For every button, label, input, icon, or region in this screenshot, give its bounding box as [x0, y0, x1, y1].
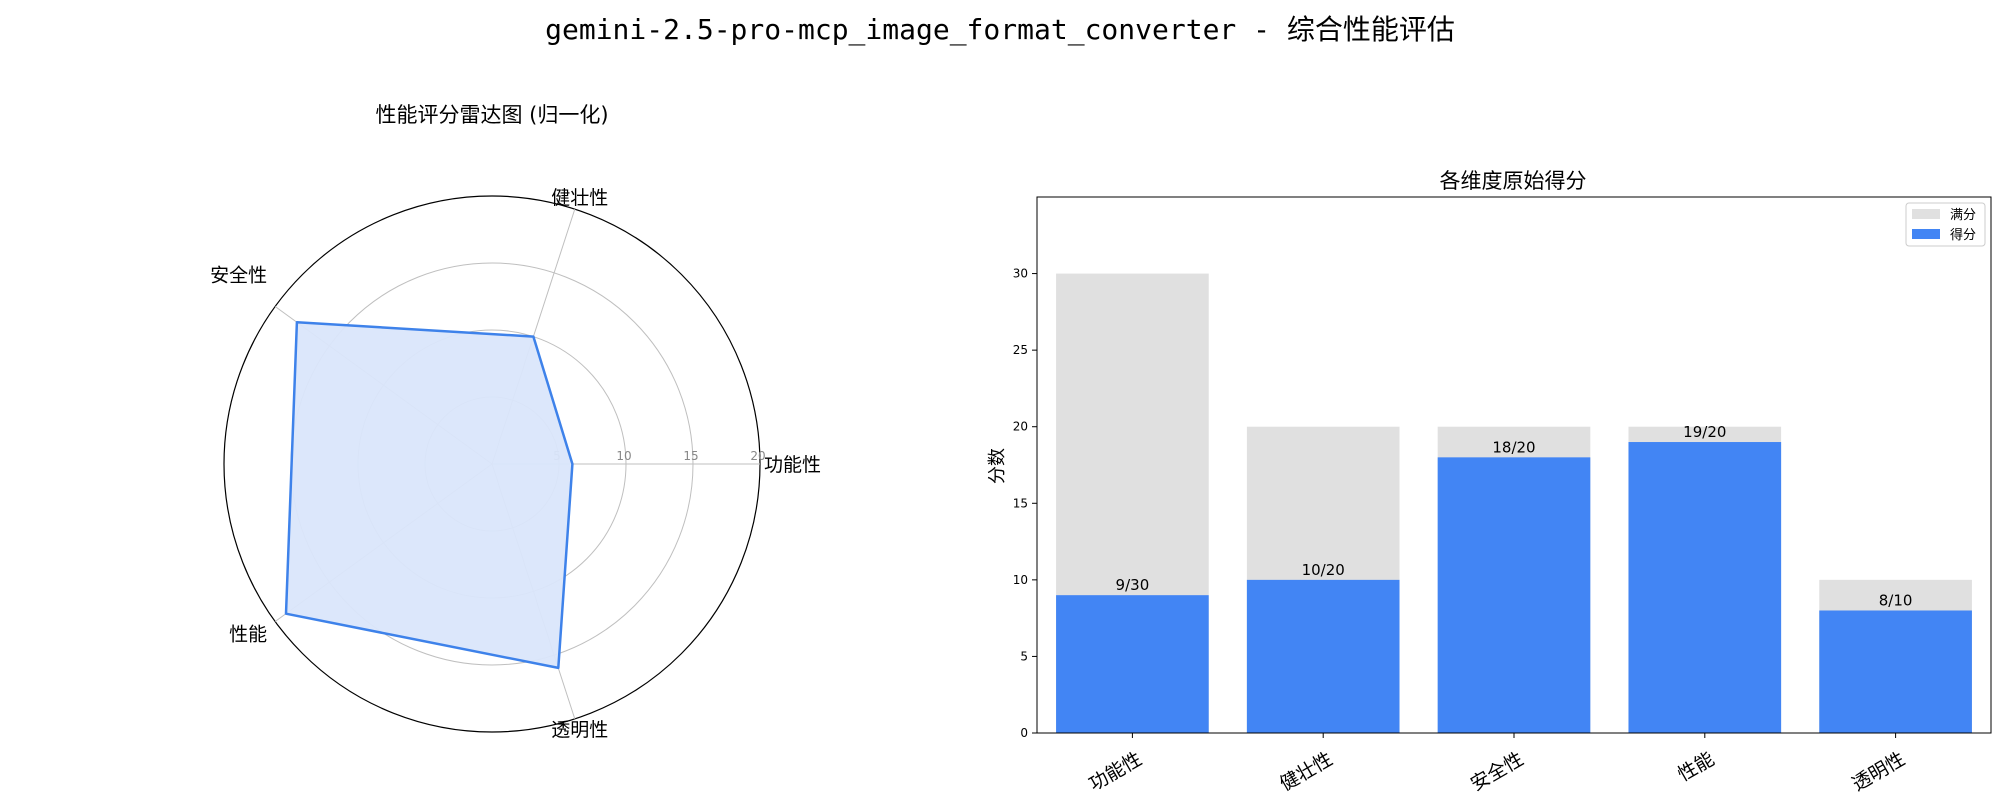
bar-score-1	[1246, 579, 1400, 733]
bar-value-label-2: 18/20	[1492, 438, 1535, 456]
radar-data-layer	[284, 320, 574, 670]
radar-axis-label-4: 透明性	[551, 719, 608, 741]
legend-swatch-max	[1912, 209, 1940, 219]
bar-value-label-4: 8/10	[1879, 591, 1913, 609]
radar-tick-label-10: 10	[616, 449, 631, 463]
bar-chart-title: 各维度原始得分	[1440, 169, 1587, 193]
x-tick-label-2: 安全性	[1467, 748, 1527, 796]
bar-marks: 9/30 10/20 18/20 19/20 8/10	[1056, 273, 1972, 733]
x-tick-label-1: 健壮性	[1276, 748, 1336, 796]
radar-tick-label-20: 20	[750, 449, 765, 463]
y-tick-label-5: 5	[1020, 649, 1028, 663]
figure-title: gemini-2.5-pro-mcp_image_format_converte…	[545, 13, 1455, 46]
bar-chart-y-axis: 0 5 10 15 20 25 30	[1013, 267, 1037, 740]
y-tick-label-20: 20	[1013, 420, 1028, 434]
radar-axis-label-0: 功能性	[764, 454, 821, 476]
bar-value-label-0: 9/30	[1116, 576, 1150, 594]
radar-axis-label-2: 安全性	[210, 264, 267, 286]
y-tick-label-15: 15	[1013, 496, 1028, 510]
bar-score-4	[1819, 610, 1972, 733]
x-tick-label-4: 透明性	[1849, 748, 1909, 796]
x-tick-label-3: 性能	[1674, 748, 1718, 786]
legend-label-max: 满分	[1950, 208, 1976, 223]
bar-score-2	[1437, 457, 1591, 733]
y-tick-label-25: 25	[1013, 343, 1028, 357]
radar-series-polygon	[284, 320, 574, 670]
legend-swatch-score	[1912, 229, 1940, 239]
y-tick-label-10: 10	[1013, 573, 1028, 587]
bar-chart-legend: 满分 得分	[1905, 202, 1986, 247]
radar-axis-label-3: 性能	[229, 624, 267, 646]
bar-chart-y-axis-label: 分数	[987, 448, 1008, 484]
bar-value-label-3: 19/20	[1683, 423, 1726, 441]
y-tick-label-30: 30	[1013, 267, 1028, 281]
y-tick-label-0: 0	[1020, 726, 1028, 740]
legend-label-score: 得分	[1950, 227, 1976, 243]
x-tick-label-0: 功能性	[1085, 748, 1145, 796]
radar-chart-title: 性能评分雷达图 (归一化)	[375, 103, 608, 127]
radar-axis-label-1: 健壮性	[551, 187, 608, 209]
bar-chart-x-axis: 功能性 健壮性 安全性 性能 透明性	[1085, 733, 1909, 796]
bar-score-0	[1056, 595, 1209, 733]
bar-score-3	[1628, 442, 1782, 733]
radar-tick-label-15: 15	[683, 449, 698, 463]
bar-chart: 各维度原始得分 分数 9/30 10/20 18/20 19/20 8/10 0 5 10 1…	[987, 169, 1992, 796]
bar-value-label-1: 10/20	[1302, 561, 1345, 579]
